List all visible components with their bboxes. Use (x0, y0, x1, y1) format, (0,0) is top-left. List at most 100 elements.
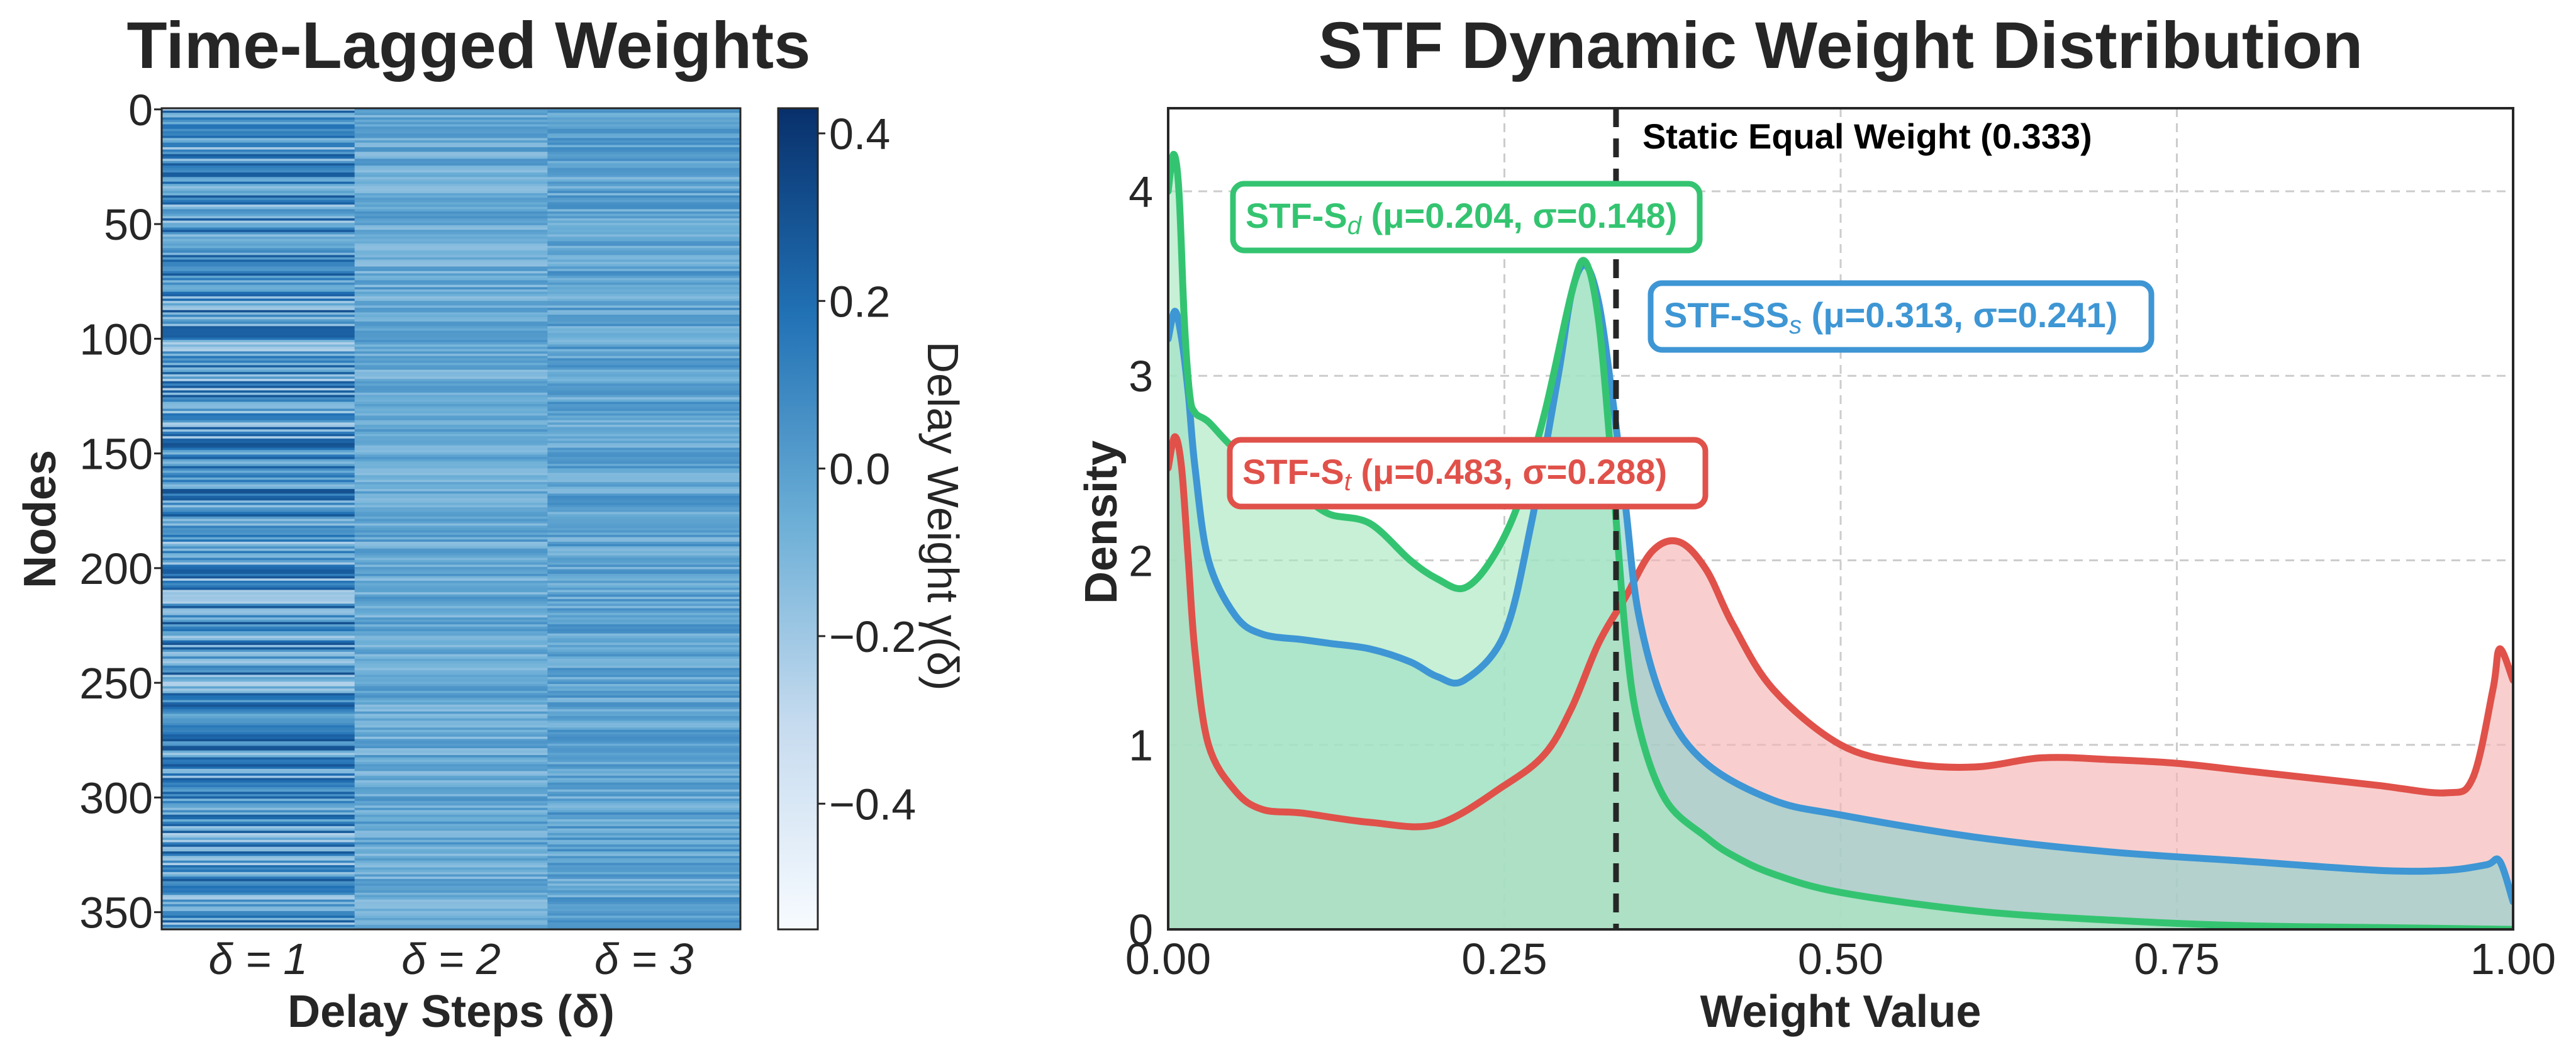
heatmap-cell (547, 117, 741, 120)
heatmap-cell (354, 551, 548, 554)
colorbar-tick-label: 0.4 (829, 109, 890, 159)
heatmap-cell (547, 902, 741, 905)
heatmap-cell (354, 287, 548, 290)
heatmap-cell (162, 732, 355, 735)
heatmap-cell (354, 617, 548, 620)
heatmap-cell (547, 601, 741, 604)
heatmap-cell (547, 440, 741, 444)
heatmap-cell (162, 262, 355, 265)
heatmap-cell (354, 805, 548, 809)
heatmap-cell (354, 390, 548, 393)
heatmap-cell (354, 819, 548, 822)
heatmap-cell (547, 775, 741, 779)
heatmap-cell (547, 911, 741, 914)
heatmap-cell (547, 170, 741, 173)
heatmap-cell (354, 276, 548, 279)
heatmap-cell (547, 924, 741, 927)
heatmap-cell (162, 644, 355, 648)
heatmap-cell (354, 179, 548, 182)
annotation-box-ss (1648, 280, 2155, 353)
heatmap-cell (162, 695, 355, 698)
heatmap-cell (354, 186, 548, 189)
heatmap-cell (162, 496, 355, 499)
heatmap-cell (354, 622, 548, 625)
heatmap-cell (354, 548, 548, 552)
heatmap-cell (162, 615, 355, 618)
heatmap-cell (354, 322, 548, 325)
heatmap-cell (354, 697, 548, 701)
heatmap-cell (162, 764, 355, 767)
heatmap-cell (162, 892, 355, 895)
heatmap-cell (354, 828, 548, 831)
heatmap-cell (547, 906, 741, 909)
heatmap-cell (547, 539, 741, 542)
colorbar-tick-label: 0.2 (829, 277, 890, 326)
heatmap-cell (547, 814, 741, 817)
heatmap-cell (162, 312, 355, 315)
heatmap-x-tick-label: δ = 3 (594, 934, 694, 983)
heatmap-cell (547, 436, 741, 439)
heatmap-cell (162, 849, 355, 852)
heatmap-cell (354, 573, 548, 577)
heatmap-cell (162, 145, 355, 148)
heatmap-cell (354, 686, 548, 689)
heatmap-cell (354, 704, 548, 708)
heatmap-cell (162, 693, 355, 696)
heatmap-cell (354, 877, 548, 880)
heatmap-cell (547, 585, 741, 588)
heatmap-cell (162, 404, 355, 407)
heatmap-cell (547, 241, 741, 244)
heatmap-cell (547, 532, 741, 535)
heatmap-cell (354, 354, 548, 357)
heatmap-cell (354, 434, 548, 437)
heatmap-cell (547, 870, 741, 873)
heatmap-cell (162, 831, 355, 834)
heatmap-cell (162, 530, 355, 533)
heatmap-cell (547, 131, 741, 134)
heatmap-cell (354, 785, 548, 788)
heatmap-cell (162, 858, 355, 861)
heatmap-cell (354, 138, 548, 141)
heatmap-cell (354, 535, 548, 538)
heatmap-cell (354, 700, 548, 703)
heatmap-cell (547, 195, 741, 198)
heatmap-cell (162, 386, 355, 389)
heatmap-cell (547, 727, 741, 731)
heatmap-cell (354, 418, 548, 421)
heatmap-cell (354, 342, 548, 345)
heatmap-cell (354, 532, 548, 535)
density-y-tick-label: 2 (1129, 536, 1153, 585)
heatmap-cell (162, 736, 355, 740)
heatmap-cell (162, 734, 355, 737)
heatmap-cell (547, 677, 741, 680)
heatmap-cell (547, 835, 741, 838)
heatmap-cell (354, 831, 548, 834)
heatmap-cell (547, 411, 741, 414)
heatmap-cell (162, 583, 355, 586)
heatmap-cell (547, 826, 741, 829)
heatmap-cell (547, 922, 741, 926)
heatmap-cell (354, 647, 548, 650)
heatmap-cell (354, 308, 548, 311)
heatmap-cell (547, 562, 741, 566)
heatmap-cell (354, 110, 548, 113)
heatmap-cell (354, 149, 548, 152)
heatmap-cell (547, 828, 741, 831)
heatmap-cell (354, 298, 548, 301)
heatmap-cell (547, 916, 741, 919)
density-area-sd (1168, 154, 2513, 929)
heatmap-cell (162, 216, 355, 219)
heatmap-cell (354, 746, 548, 749)
heatmap-cell (547, 846, 741, 850)
heatmap-cell (547, 773, 741, 776)
heatmap-cell (162, 619, 355, 623)
heatmap-cell (354, 757, 548, 760)
heatmap-cell (354, 798, 548, 802)
heatmap-cell (162, 333, 355, 336)
heatmap-cell (547, 289, 741, 293)
heatmap-cell (547, 819, 741, 822)
heatmap-cell (162, 280, 355, 283)
heatmap-cell (547, 564, 741, 568)
heatmap-cell (162, 479, 355, 483)
heatmap-cell (162, 757, 355, 760)
